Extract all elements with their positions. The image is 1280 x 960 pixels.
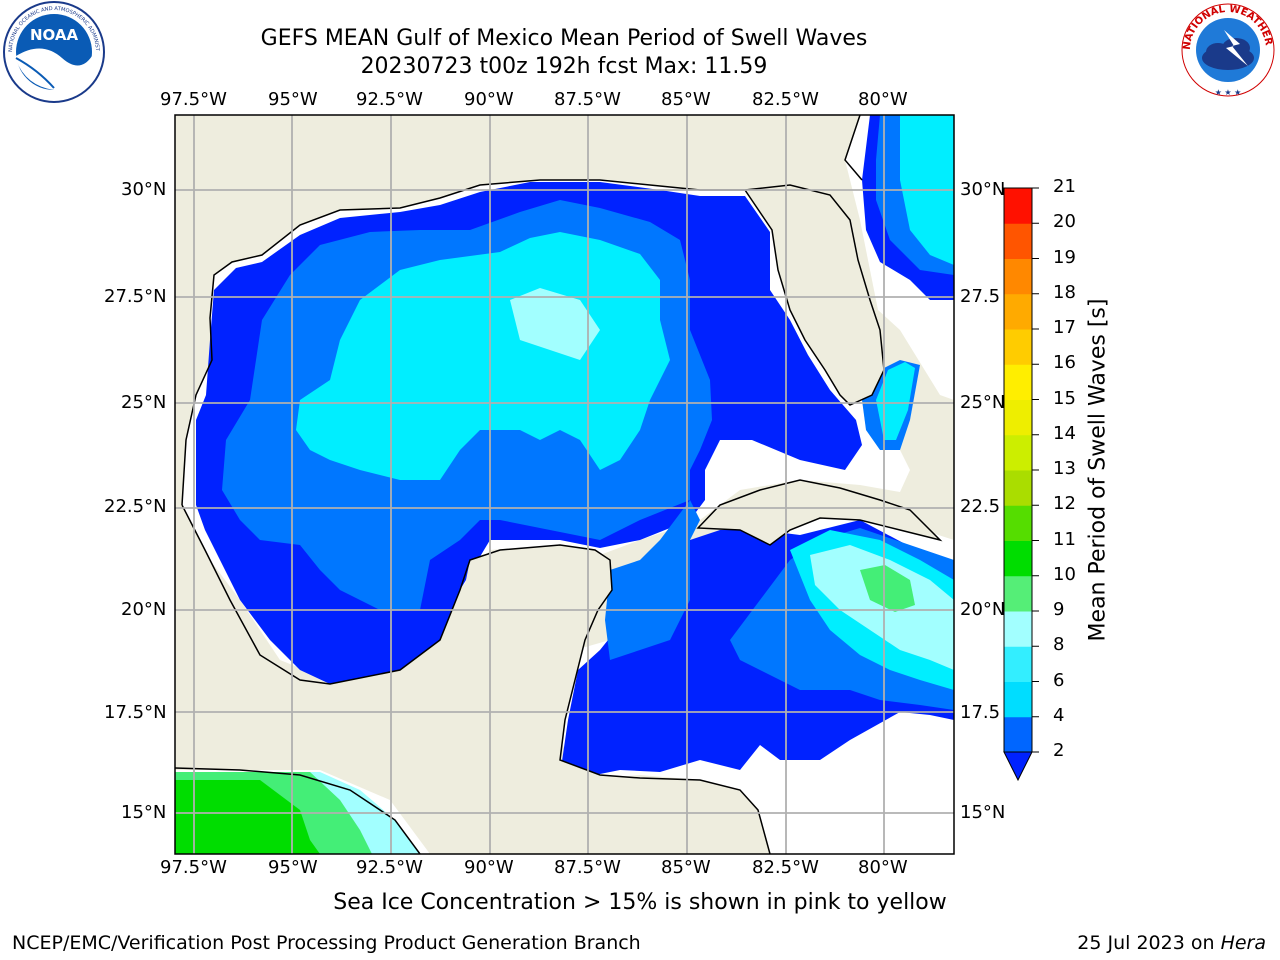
noaa-logo-text: NOAA	[30, 26, 79, 44]
nws-logo: NATIONAL WEATHER SERVICE ★ ★ ★	[1176, 0, 1275, 97]
lat-label-left-7: 15°N	[121, 802, 167, 823]
colorbar-segment	[1004, 399, 1032, 436]
colorbar-tick-label: 18	[1053, 281, 1076, 303]
footer-date-text: 25 Jul 2023 on	[1077, 932, 1221, 954]
colorbar-segment	[1004, 611, 1032, 647]
lon-label-bottom-3: 92.5°W	[356, 857, 423, 878]
plot-title: GEFS MEAN Gulf of Mexico Mean Period of …	[260, 26, 868, 51]
noaa-logo: NOAA NATIONAL OCEANIC AND ATMOSPHERIC AD…	[2, 0, 105, 103]
colorbar-tick-label: 20	[1053, 211, 1076, 233]
lon-label-top-1: 97.5°W	[160, 89, 227, 110]
svg-text:★ ★ ★: ★ ★ ★	[1215, 88, 1242, 97]
lon-label-bottom-7: 82.5°W	[752, 857, 819, 878]
colorbar-tick-label: 12	[1053, 493, 1076, 515]
lat-label-right-2: 27.5	[960, 286, 1001, 307]
colorbar-segment	[1004, 329, 1032, 365]
colorbar-segment	[1004, 223, 1032, 259]
colorbar-segment	[1004, 646, 1032, 682]
contour-6-8-gulf	[296, 232, 670, 480]
contour-8-9-gulf	[510, 288, 600, 360]
contour-6-8-florida	[876, 362, 915, 440]
footer-host: Hera	[1220, 932, 1266, 954]
lon-label-top-2: 95°W	[268, 89, 318, 110]
florida-land	[745, 185, 884, 405]
contour-9-10-caribbean	[860, 565, 915, 612]
lat-label-right-7: 15°N	[960, 802, 1006, 823]
colorbar-segment	[1004, 364, 1032, 400]
colorbar-segment	[1004, 258, 1032, 295]
colorbar-tick-label: 10	[1053, 563, 1076, 585]
lon-label-top-8: 80°W	[858, 89, 908, 110]
footer-credit: NCEP/EMC/Verification Post Processing Pr…	[12, 932, 641, 954]
graticule	[175, 115, 954, 854]
colorbar-frame	[1003, 187, 1033, 753]
lat-label-left-6: 17.5°N	[104, 702, 167, 723]
lon-label-bottom-6: 85°W	[661, 857, 711, 878]
lat-label-left-1: 30°N	[121, 179, 167, 200]
colorbar-segment	[1004, 293, 1032, 330]
lat-label-right-1: 30°N	[960, 179, 1006, 200]
colorbar-tick-label: 17	[1053, 317, 1076, 338]
lon-label-bottom-4: 90°W	[464, 857, 514, 878]
lat-label-left-3: 25°N	[121, 392, 167, 413]
colorbar-segment	[1004, 470, 1032, 506]
lon-label-bottom-2: 95°W	[268, 857, 318, 878]
central-america-land	[410, 760, 770, 854]
colorbar-tick-label: 2	[1053, 740, 1065, 761]
colorbar-tick-label: 11	[1053, 528, 1076, 550]
colorbar-tick-label: 13	[1053, 458, 1076, 479]
lon-label-top-7: 82.5°W	[752, 89, 819, 110]
lon-label-top-5: 87.5°W	[554, 89, 621, 110]
lon-label-bottom-8: 80°W	[858, 857, 908, 878]
lon-label-top-3: 92.5°W	[356, 89, 423, 110]
map-border	[174, 114, 955, 855]
contour-8-9-caribbean	[810, 545, 954, 670]
lat-label-right-6: 17.5	[960, 702, 1001, 723]
colorbar-label: Mean Period of Swell Waves [s]	[1085, 298, 1111, 642]
contour-10-11-pacific	[175, 780, 320, 854]
colorbar-segment	[1004, 575, 1032, 612]
colorbar-segment	[1004, 681, 1032, 718]
colorbar-segment	[1004, 540, 1032, 577]
yucatan-land	[410, 545, 612, 854]
colorbar-tick-label: 19	[1053, 246, 1076, 268]
sea-ice-note-text: Sea Ice Concentration > 15% is shown in …	[333, 890, 947, 915]
colorbar-tick-label: 15	[1053, 387, 1076, 409]
colorbar-tick-label: 21	[1053, 176, 1076, 197]
colorbar-tick-label: 6	[1053, 669, 1065, 691]
lon-label-top-6: 85°W	[661, 89, 711, 110]
lat-label-left-5: 20°N	[121, 599, 167, 620]
cuba-land	[698, 480, 940, 545]
plot-subtitle: 20230723 t00z 192h fcst Max: 11.59	[360, 54, 768, 79]
lon-label-bottom-5: 87.5°W	[554, 857, 621, 878]
lat-label-right-3: 25°N	[960, 392, 1006, 413]
footer-date: 25 Jul 2023 on Hera	[1077, 932, 1266, 954]
colorbar	[1004, 187, 1039, 753]
colorbar-segment	[1004, 434, 1032, 471]
lat-label-right-4: 22.5	[960, 496, 1001, 517]
colorbar-under-triangle	[1003, 751, 1033, 782]
lon-label-bottom-1: 97.5°W	[160, 857, 227, 878]
colorbar-tick-label: 9	[1053, 599, 1065, 620]
lat-label-left-2: 27.5°N	[104, 286, 167, 307]
lon-label-top-4: 90°W	[464, 89, 514, 110]
colorbar-segment	[1004, 716, 1032, 753]
lat-label-left-4: 22.5°N	[104, 496, 167, 517]
colorbar-segment	[1004, 505, 1032, 541]
colorbar-tick-label: 8	[1053, 634, 1065, 656]
sea-ice-note: Sea Ice Concentration > 15% is shown in …	[0, 890, 1280, 915]
colorbar-tick-label: 4	[1053, 704, 1065, 726]
colorbar-tick-label: 14	[1053, 422, 1076, 444]
lat-label-right-5: 20°N	[960, 599, 1006, 620]
colorbar-tick-label: 16	[1053, 352, 1076, 374]
colorbar-segment	[1004, 188, 1032, 224]
